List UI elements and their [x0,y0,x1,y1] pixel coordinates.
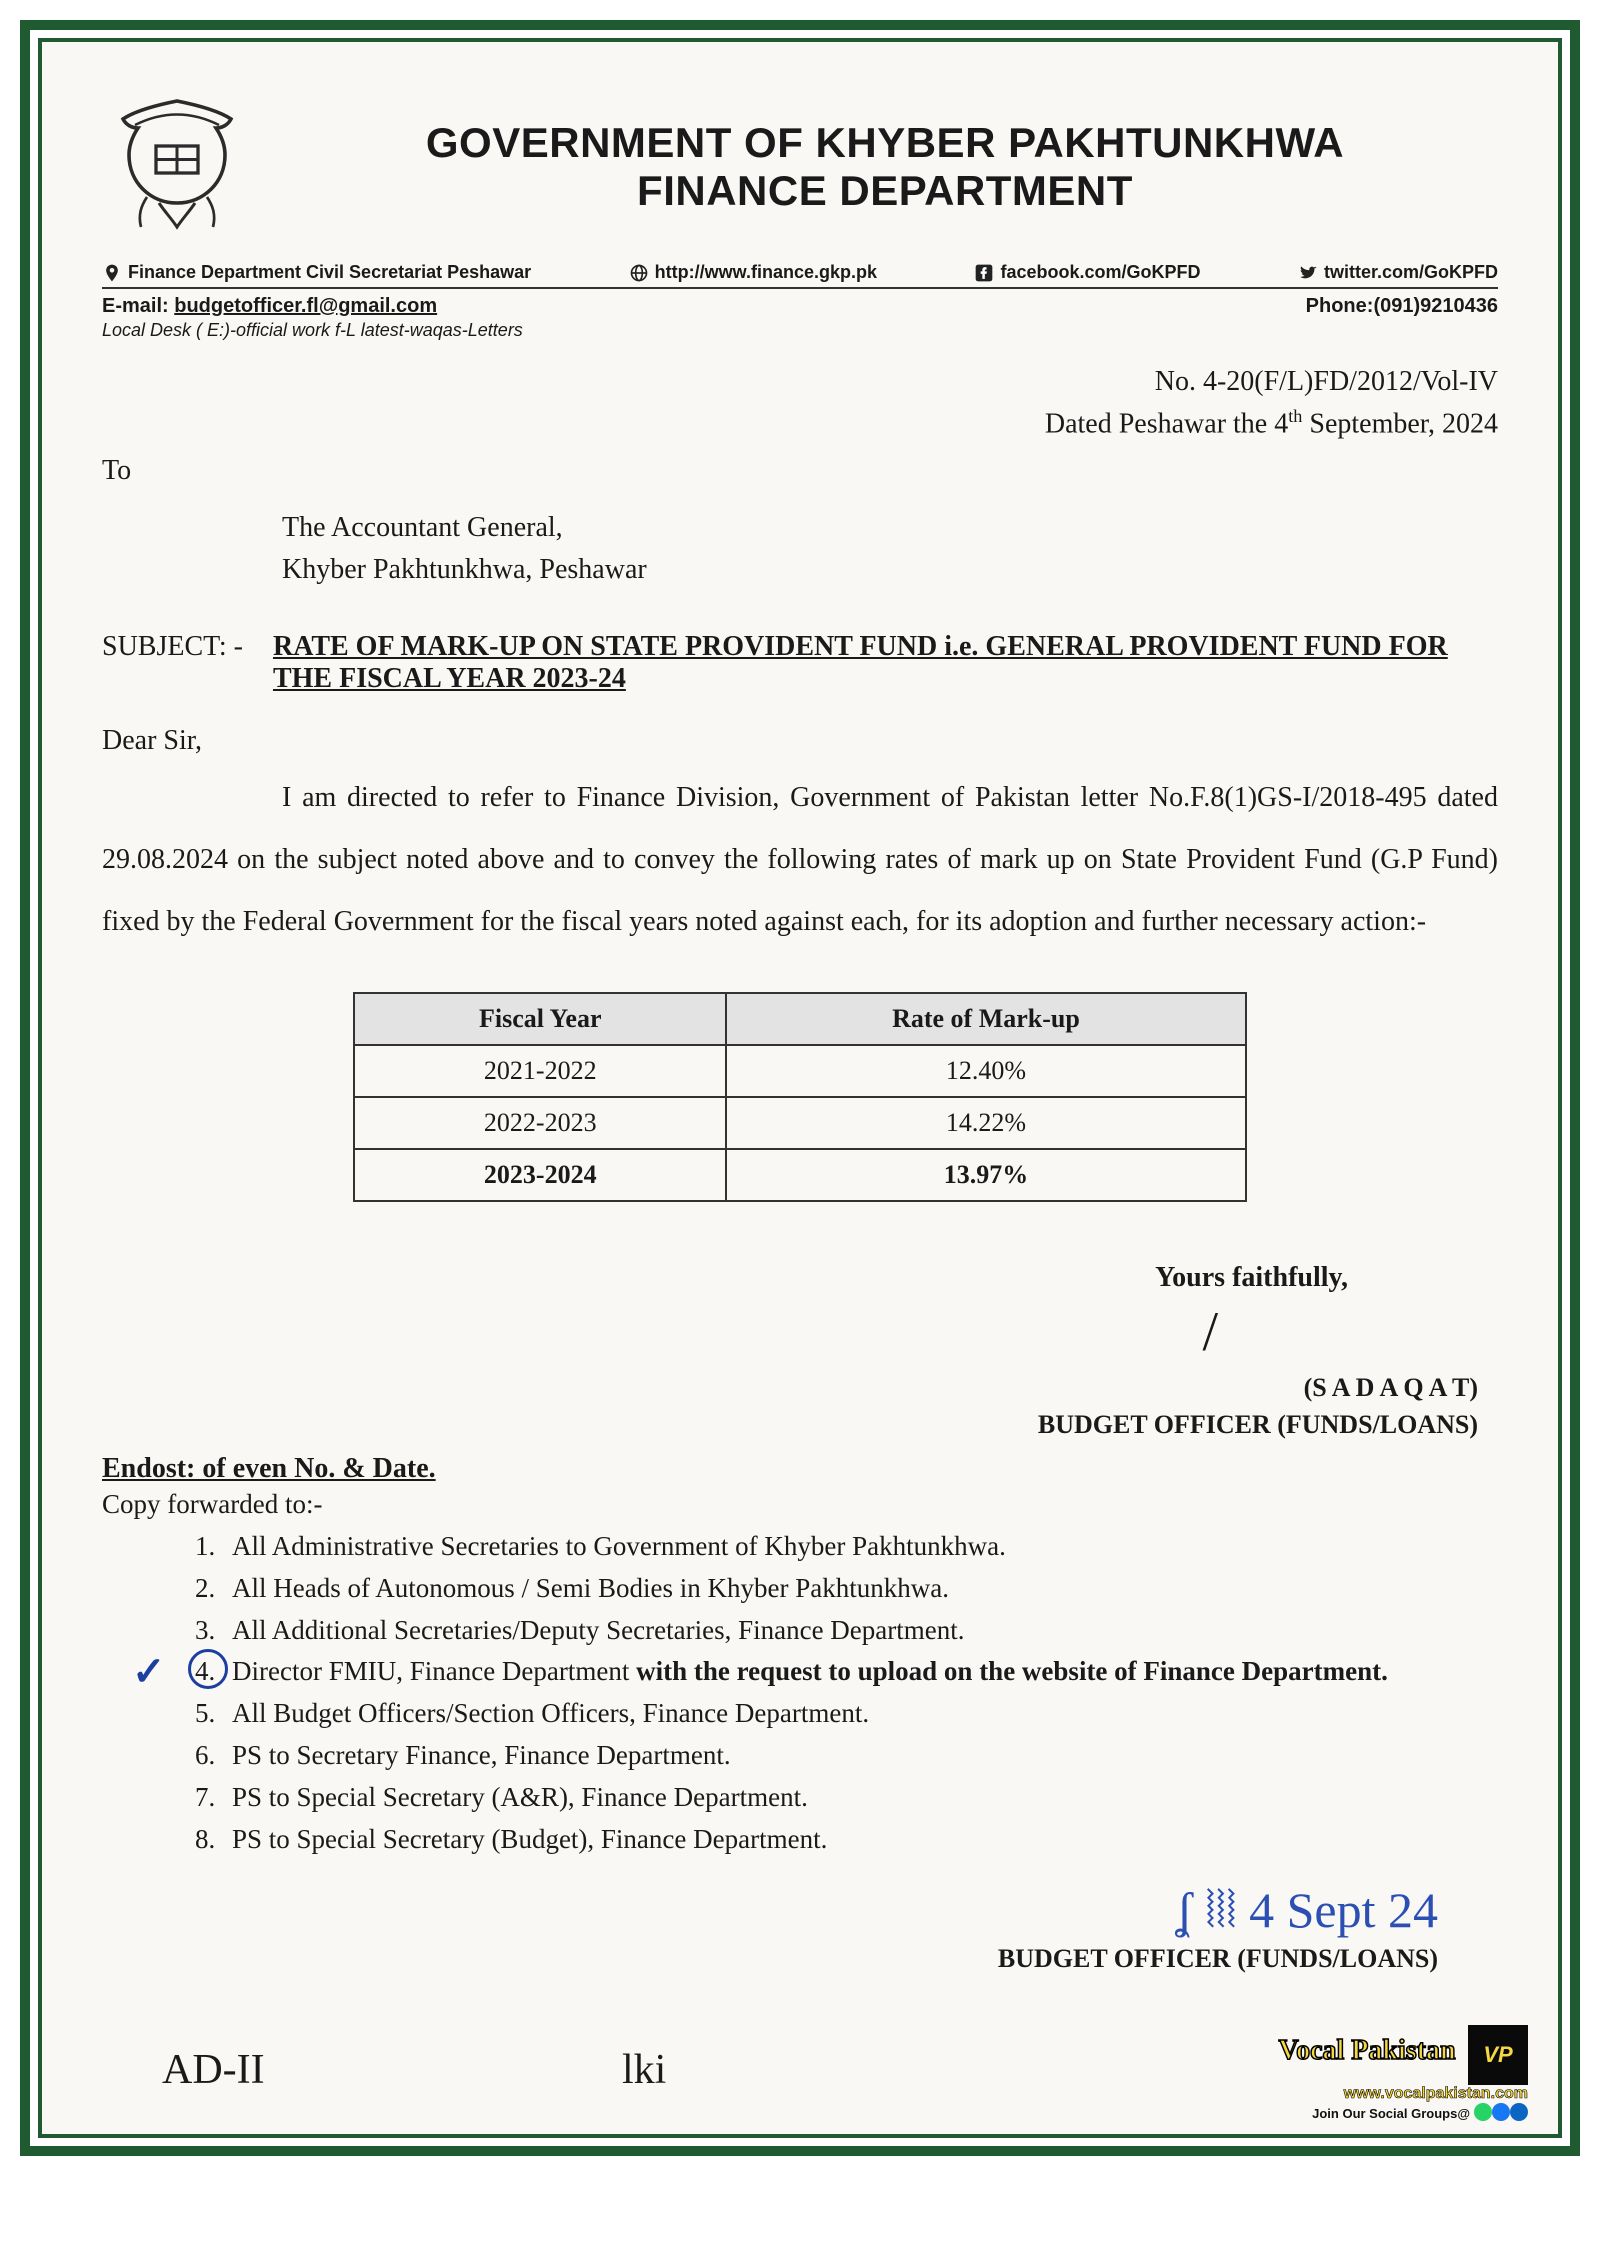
list-item: PS to Special Secretary (A&R), Finance D… [222,1777,1498,1819]
list-item: All Administrative Secretaries to Govern… [222,1526,1498,1568]
table-row: 2023-202413.97% [354,1149,1245,1201]
body-paragraph: I am directed to refer to Finance Divisi… [102,767,1498,952]
watermark-join-row: Join Our Social Groups@ [1278,2103,1528,2124]
tick-annotation: ✓ [132,1648,166,1695]
countersign-block: ʆ ⦚⦚⦚ 4 Sept 24 BUDGET OFFICER (FUNDS/LO… [102,1881,1498,1974]
social-icon [1474,2103,1492,2121]
signatory-name: (S A D A Q A T) [102,1370,1478,1406]
cell-rate: 14.22% [726,1097,1246,1149]
phone-block: Phone:(091)9210436 [1306,295,1498,318]
kp-gov-emblem [102,92,252,242]
reference-date: Dated Peshawar the 4th September, 2024 [102,403,1498,445]
countersign-handwriting: ʆ ⦚⦚⦚ 4 Sept 24 [1176,1881,1438,1940]
title-line-1: GOVERNMENT OF KHYBER PAKHTUNKHWA [272,119,1498,167]
signature-mark: / [102,1304,1218,1360]
to-label: To [102,455,1498,487]
email-label: E-mail: [102,295,169,317]
col-rate: Rate of Mark-up [726,993,1246,1045]
facebook-icon [974,263,994,283]
twitter-icon [1298,263,1318,283]
distribution-list: All Administrative Secretaries to Govern… [222,1526,1498,1861]
title-block: GOVERNMENT OF KHYBER PAKHTUNKHWA FINANCE… [272,119,1498,215]
location-pin-icon [102,263,122,283]
to-line-1: The Accountant General, [282,507,1498,549]
handwritten-note-mid: lki [622,2046,666,2094]
salutation: Dear Sir, [102,725,1498,757]
globe-icon [629,263,649,283]
subject-label: SUBJECT: - [102,631,243,695]
list-item: PS to Special Secretary (Budget), Financ… [222,1819,1498,1861]
phone-label: Phone: [1306,295,1374,317]
list-item: PS to Secretary Finance, Finance Departm… [222,1735,1498,1777]
copy-forwarded-label: Copy forwarded to:- [102,1489,1498,1520]
website-item: http://www.finance.gkp.pk [629,262,877,283]
social-icon [1510,2103,1528,2121]
addressee-block: To The Accountant General, Khyber Pakhtu… [102,455,1498,591]
subject-row: SUBJECT: - RATE OF MARK-UP ON STATE PROV… [102,631,1498,695]
watermark-url: www.vocalpakistan.com [1278,2085,1528,2103]
list-item: All Additional Secretaries/Deputy Secret… [222,1610,1498,1652]
closing-phrase: Yours faithfully, [102,1262,1348,1294]
address-text: Finance Department Civil Secretariat Pes… [128,262,531,283]
reference-no: No. 4-20(F/L)FD/2012/Vol-IV [102,361,1498,403]
list-item: All Heads of Autonomous / Semi Bodies in… [222,1568,1498,1610]
social-icon [1492,2103,1510,2121]
contact-bar: Finance Department Civil Secretariat Pes… [102,262,1498,289]
sub-contact-row: E-mail: budgetofficer.fl@gmail.com Phone… [102,295,1498,318]
document-page: GOVERNMENT OF KHYBER PAKHTUNKHWA FINANCE… [38,38,1562,2138]
title-line-2: FINANCE DEPARTMENT [272,167,1498,215]
local-desk-path: Local Desk ( E:)-official work f-L lates… [102,320,1498,341]
subject-text: RATE OF MARK-UP ON STATE PROVIDENT FUND … [273,631,1498,695]
to-line-2: Khyber Pakhtunkhwa, Peshawar [282,549,1498,591]
cell-fiscal-year: 2023-2024 [354,1149,726,1201]
facebook-item: facebook.com/GoKPFD [974,262,1200,283]
endorsement-heading: Endost: of even No. & Date. [102,1453,1498,1485]
list-item: Director FMIU, Finance Department with t… [222,1651,1498,1693]
watermark-join-text: Join Our Social Groups@ [1312,2106,1470,2121]
cell-rate: 13.97% [726,1149,1246,1201]
watermark-logo-icon [1468,2025,1528,2085]
cell-fiscal-year: 2022-2023 [354,1097,726,1149]
to-body: The Accountant General, Khyber Pakhtunkh… [282,507,1498,591]
source-watermark: Vocal Pakistan www.vocalpakistan.com Joi… [1278,2025,1528,2124]
letterhead: GOVERNMENT OF KHYBER PAKHTUNKHWA FINANCE… [102,92,1498,242]
table-row: 2021-202212.40% [354,1045,1245,1097]
circled-number-annotation [188,1649,228,1689]
list-item: All Budget Officers/Section Officers, Fi… [222,1693,1498,1735]
col-fiscal-year: Fiscal Year [354,993,726,1045]
website-text: http://www.finance.gkp.pk [655,262,877,283]
countersign-title: BUDGET OFFICER (FUNDS/LOANS) [102,1944,1438,1974]
table-row: 2022-202314.22% [354,1097,1245,1149]
cell-fiscal-year: 2021-2022 [354,1045,726,1097]
signatory-title: BUDGET OFFICER (FUNDS/LOANS) [102,1407,1478,1443]
email-value: budgetofficer.fl@gmail.com [174,295,437,317]
email-block: E-mail: budgetofficer.fl@gmail.com [102,295,437,318]
twitter-item: twitter.com/GoKPFD [1298,262,1498,283]
twitter-text: twitter.com/GoKPFD [1324,262,1498,283]
outer-frame: GOVERNMENT OF KHYBER PAKHTUNKHWA FINANCE… [20,20,1580,2156]
phone-value: (091)9210436 [1373,295,1498,317]
address-item: Finance Department Civil Secretariat Pes… [102,262,531,283]
cell-rate: 12.40% [726,1045,1246,1097]
signatory-block: (S A D A Q A T) BUDGET OFFICER (FUNDS/LO… [102,1370,1478,1443]
handwritten-note-left: AD-II [162,2046,265,2094]
reference-block: No. 4-20(F/L)FD/2012/Vol-IV Dated Peshaw… [102,361,1498,445]
watermark-brand: Vocal Pakistan [1278,2035,1455,2066]
markup-rates-table: Fiscal Year Rate of Mark-up 2021-202212.… [353,992,1246,1202]
facebook-text: facebook.com/GoKPFD [1000,262,1200,283]
